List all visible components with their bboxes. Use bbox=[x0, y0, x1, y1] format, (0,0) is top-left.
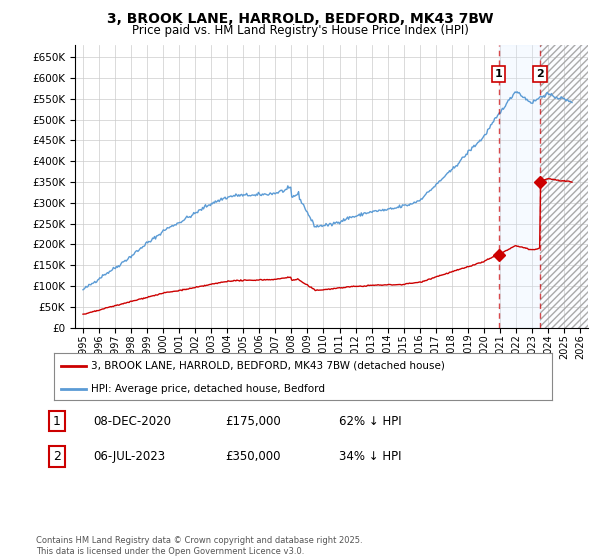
Text: Price paid vs. HM Land Registry's House Price Index (HPI): Price paid vs. HM Land Registry's House … bbox=[131, 24, 469, 36]
Text: HPI: Average price, detached house, Bedford: HPI: Average price, detached house, Bedf… bbox=[91, 384, 325, 394]
Text: 06-JUL-2023: 06-JUL-2023 bbox=[93, 450, 165, 463]
Text: 1: 1 bbox=[494, 69, 502, 79]
Bar bbox=[499, 45, 540, 328]
Text: 3, BROOK LANE, HARROLD, BEDFORD, MK43 7BW (detached house): 3, BROOK LANE, HARROLD, BEDFORD, MK43 7B… bbox=[91, 361, 445, 371]
Bar bbox=[540, 45, 588, 328]
Text: 2: 2 bbox=[536, 69, 544, 79]
Text: 62% ↓ HPI: 62% ↓ HPI bbox=[339, 414, 401, 428]
Text: £350,000: £350,000 bbox=[225, 450, 281, 463]
Text: 3, BROOK LANE, HARROLD, BEDFORD, MK43 7BW: 3, BROOK LANE, HARROLD, BEDFORD, MK43 7B… bbox=[107, 12, 493, 26]
Text: £175,000: £175,000 bbox=[225, 414, 281, 428]
Text: 08-DEC-2020: 08-DEC-2020 bbox=[93, 414, 171, 428]
Text: 34% ↓ HPI: 34% ↓ HPI bbox=[339, 450, 401, 463]
Text: 2: 2 bbox=[53, 450, 61, 463]
Bar bbox=[540, 36, 588, 328]
Text: 1: 1 bbox=[53, 414, 61, 428]
Text: Contains HM Land Registry data © Crown copyright and database right 2025.
This d: Contains HM Land Registry data © Crown c… bbox=[36, 536, 362, 556]
